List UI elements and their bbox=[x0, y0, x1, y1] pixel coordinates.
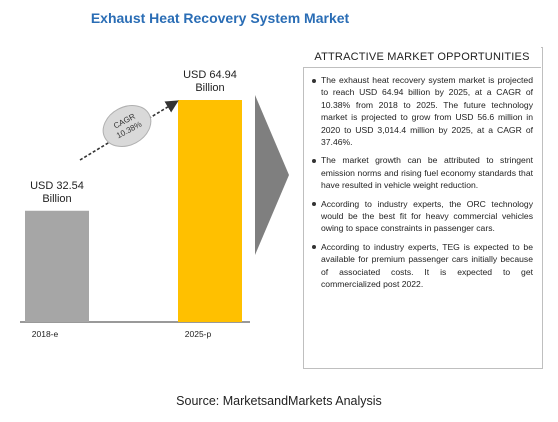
bar-2025-p bbox=[178, 100, 242, 322]
panel-title: ATTRACTIVE MARKET OPPORTUNITIES bbox=[303, 47, 541, 68]
bar-value-label: Billion bbox=[195, 82, 224, 94]
bullet-item: The exhaust heat recovery system market … bbox=[311, 74, 533, 148]
bar-value-label: Billion bbox=[42, 193, 71, 205]
bullet-item: The market growth can be attributed to s… bbox=[311, 154, 533, 191]
bar-2018-e bbox=[25, 210, 89, 322]
cagr-ellipse bbox=[102, 105, 152, 147]
opportunities-panel bbox=[303, 47, 543, 369]
source-note: Source: MarketsandMarkets Analysis bbox=[176, 394, 382, 408]
chevron-arrow-shape bbox=[255, 95, 289, 255]
chart-title: Exhaust Heat Recovery System Market bbox=[90, 10, 350, 26]
category-label: 2018-e bbox=[32, 329, 59, 339]
bar-value-label: USD 64.94 bbox=[183, 69, 237, 81]
opportunities-list: The exhaust heat recovery system market … bbox=[311, 74, 533, 297]
bullet-item: According to industry experts, the ORC t… bbox=[311, 198, 533, 235]
bar-value-label: USD 32.54 bbox=[30, 180, 84, 192]
category-label: 2025-p bbox=[185, 329, 212, 339]
bullet-item: According to industry experts, TEG is ex… bbox=[311, 241, 533, 291]
